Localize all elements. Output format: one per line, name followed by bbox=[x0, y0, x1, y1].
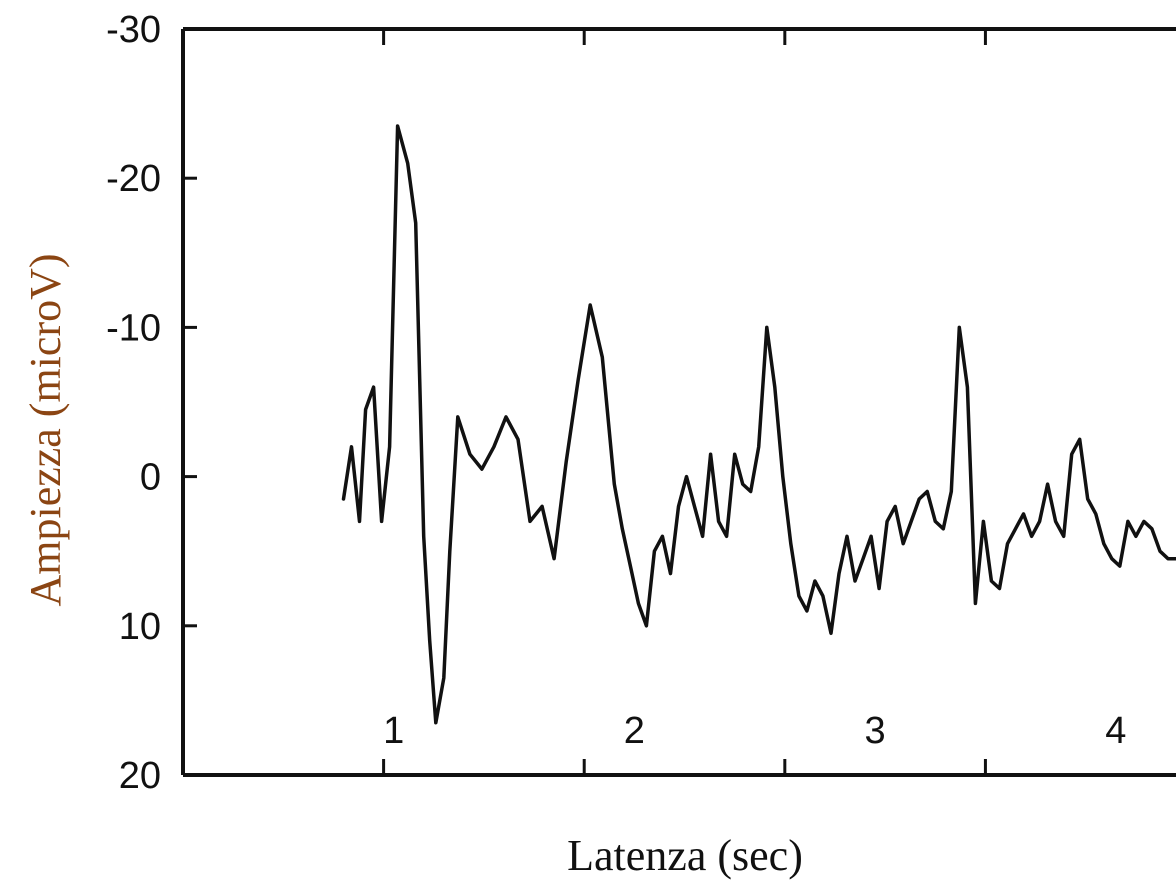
in-plot-label: 3 bbox=[865, 710, 886, 752]
y-tick-label: -20 bbox=[106, 158, 161, 200]
in-plot-label: 4 bbox=[1105, 710, 1126, 752]
y-axis-label: Ampiezza (microV) bbox=[21, 253, 70, 606]
in-plot-label: 1 bbox=[383, 710, 404, 752]
in-plot-label: 2 bbox=[624, 710, 645, 752]
y-tick-label: -10 bbox=[106, 307, 161, 349]
y-tick-label: 0 bbox=[140, 457, 161, 499]
y-tick-label: 20 bbox=[119, 755, 161, 797]
y-tick-label: 10 bbox=[119, 606, 161, 648]
plot-frame bbox=[183, 29, 1176, 775]
y-tick-label: -30 bbox=[106, 9, 161, 51]
x-axis-label: Latenza (sec) bbox=[567, 831, 803, 880]
series-line bbox=[344, 126, 1176, 723]
in-plot-labels: 1 2 3 4 bbox=[383, 710, 1126, 752]
x-axis-ticks bbox=[384, 29, 986, 775]
